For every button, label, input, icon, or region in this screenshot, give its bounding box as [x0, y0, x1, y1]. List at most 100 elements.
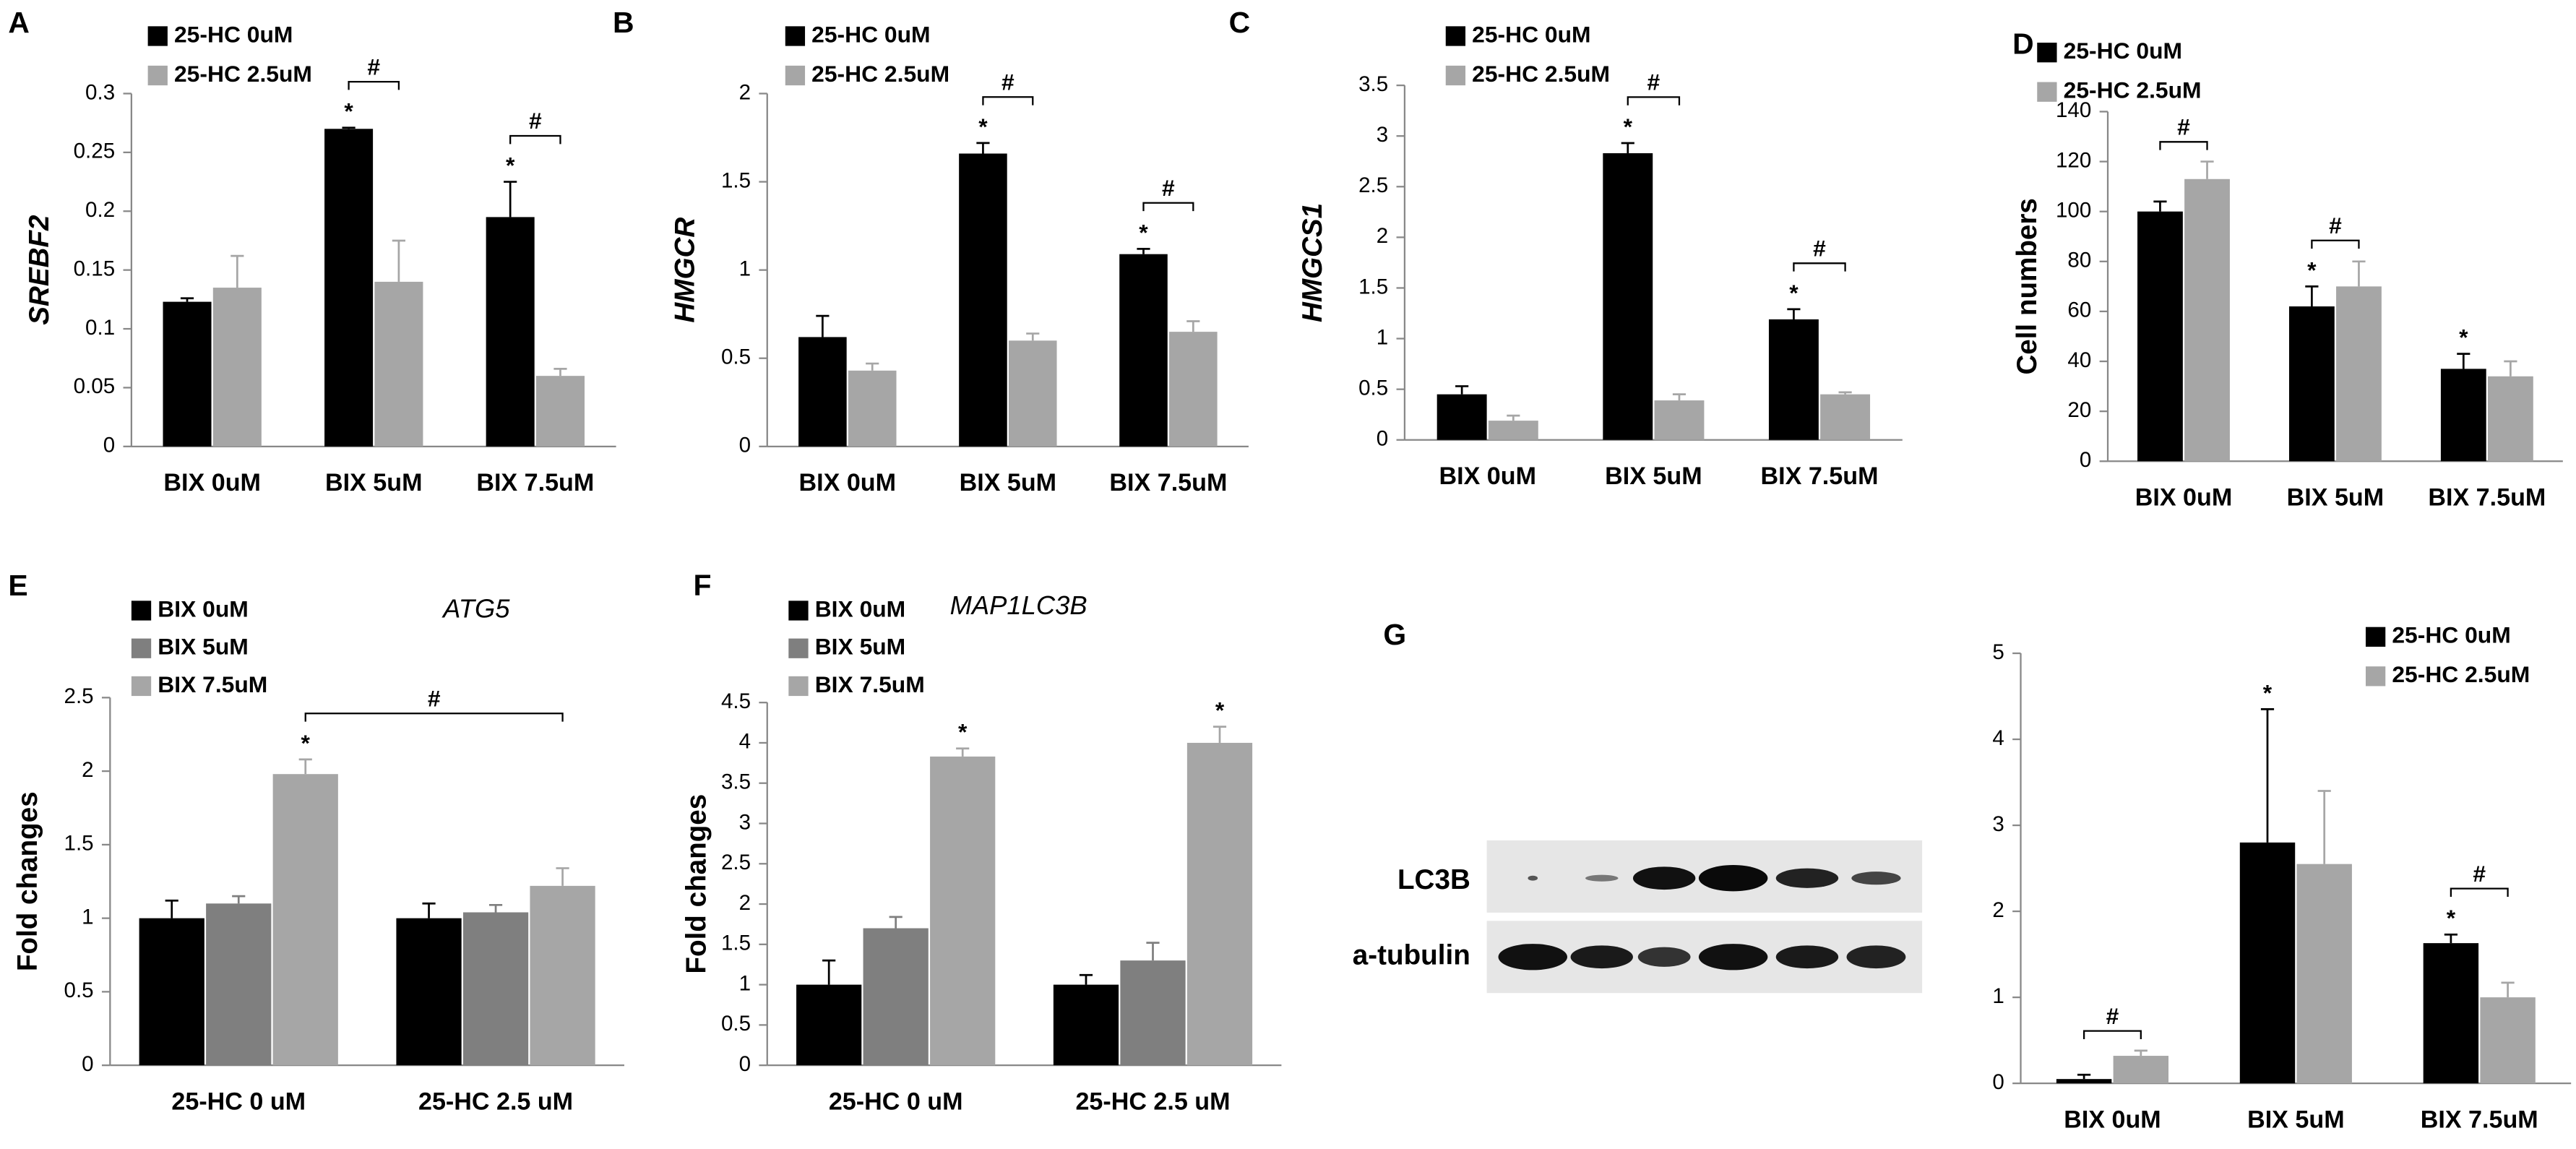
x-tick-label: BIX 5uM — [1605, 462, 1702, 490]
blot-band — [1775, 945, 1839, 969]
x-tick-label: BIX 7.5uM — [476, 469, 594, 496]
bar — [1053, 984, 1119, 1066]
x-tick-label: BIX 7.5uM — [2428, 484, 2546, 512]
legend-swatch — [785, 26, 806, 46]
y-tick-label: 1 — [82, 905, 93, 929]
legend-label: 25-HC 2.5uM — [811, 61, 949, 87]
y-tick-label: 2 — [1992, 898, 2004, 922]
bar — [930, 756, 996, 1066]
y-tick-label: 2 — [82, 758, 93, 782]
bar — [1488, 421, 1538, 440]
significance-bracket — [348, 80, 400, 90]
y-tick-label: 0.5 — [1358, 376, 1388, 400]
bar — [1654, 400, 1705, 440]
legend-label: BIX 7.5uM — [158, 671, 267, 697]
chart-title: MAP1LC3B — [950, 590, 1087, 620]
legend-swatch — [147, 26, 168, 46]
y-tick-label: 0.15 — [74, 257, 116, 280]
y-tick-label: 0.1 — [85, 316, 115, 340]
bar — [462, 912, 529, 1066]
legend-label: 25-HC 0uM — [174, 21, 293, 47]
bar — [798, 337, 847, 447]
x-tick-label: BIX 7.5uM — [1109, 469, 1227, 496]
significance-star: * — [2307, 257, 2317, 283]
significance-star: * — [2263, 679, 2273, 705]
significance-star: * — [301, 730, 311, 756]
legend-label: BIX 0uM — [815, 595, 905, 621]
y-tick-label: 2.5 — [721, 851, 751, 874]
legend-swatch — [2037, 43, 2057, 63]
blot-band — [1528, 875, 1538, 881]
y-tick-label: 0.3 — [85, 80, 115, 104]
blot-label: a-tubulin — [1353, 939, 1470, 971]
significance-label: # — [1647, 69, 1660, 95]
bar — [139, 918, 204, 1066]
bar — [2296, 864, 2352, 1084]
significance-bracket — [2159, 141, 2208, 150]
bar — [324, 129, 374, 447]
y-tick-label: 4 — [1992, 726, 2004, 750]
bar — [1119, 254, 1168, 447]
bar — [796, 984, 862, 1066]
legend-swatch — [147, 65, 168, 86]
panel-label: B — [613, 6, 634, 39]
significance-bracket — [1142, 202, 1194, 212]
y-tick-label: 2 — [1377, 224, 1388, 248]
significance-star: * — [1624, 113, 1633, 139]
blot-band — [1570, 945, 1633, 969]
blot-band — [1632, 866, 1696, 890]
legend-label: BIX 5uM — [815, 634, 905, 660]
x-tick-label: BIX 5uM — [2247, 1106, 2345, 1133]
significance-label: # — [2473, 861, 2486, 887]
y-axis-label: HMGCS1 — [1297, 203, 1328, 322]
significance-bracket — [509, 134, 561, 145]
legend-swatch — [788, 601, 809, 621]
y-tick-label: 3.5 — [721, 770, 751, 794]
blot-band — [1585, 874, 1619, 882]
legend-label: 25-HC 0uM — [811, 21, 930, 47]
legend-label: 25-HC 2.5uM — [2064, 77, 2202, 103]
x-tick-label: 25-HC 2.5 uM — [1075, 1088, 1230, 1115]
legend-label: 25-HC 2.5uM — [1472, 61, 1610, 87]
panel-label: C — [1229, 6, 1251, 39]
x-tick-label: 25-HC 0 uM — [829, 1088, 963, 1115]
legend-swatch — [788, 638, 809, 658]
western-blot — [1486, 840, 1923, 994]
x-tick-label: BIX 7.5uM — [1761, 462, 1879, 490]
x-tick-label: BIX 0uM — [2064, 1106, 2161, 1133]
significance-star: * — [1789, 280, 1799, 306]
bar — [1169, 332, 1218, 447]
legend-label: 25-HC 0uM — [2392, 622, 2510, 648]
x-tick-label: BIX 0uM — [2135, 484, 2233, 512]
legend-label: 25-HC 2.5uM — [174, 61, 312, 87]
y-tick-label: 140 — [2056, 98, 2091, 122]
bar — [212, 288, 262, 447]
blot-band — [1775, 868, 1839, 888]
y-tick-label: 40 — [2067, 348, 2091, 372]
bar — [848, 370, 897, 447]
y-tick-label: 3.5 — [1358, 72, 1388, 96]
legend-swatch — [1445, 65, 1466, 86]
y-tick-label: 2.5 — [64, 684, 94, 708]
panel-label: G — [1383, 618, 1406, 651]
y-tick-label: 20 — [2067, 398, 2091, 422]
y-tick-label: 1.5 — [721, 931, 751, 955]
y-tick-label: 1 — [1992, 984, 2004, 1008]
significance-bracket — [304, 713, 564, 722]
y-tick-label: 0.5 — [721, 345, 751, 369]
legend-label: 25-HC 2.5uM — [2392, 661, 2530, 687]
y-axis-label: HMGCR — [670, 218, 701, 323]
bar — [530, 885, 595, 1066]
x-tick-label: BIX 5uM — [325, 469, 423, 496]
significance-label: # — [428, 685, 441, 711]
y-tick-label: 3 — [739, 810, 751, 834]
bar — [486, 217, 535, 447]
chart-title: ATG5 — [441, 594, 510, 624]
legend-swatch — [788, 676, 809, 697]
legend-swatch — [785, 65, 806, 86]
significance-label: # — [367, 53, 380, 79]
bar — [163, 301, 212, 447]
bar — [2487, 376, 2533, 462]
bar — [1768, 319, 1819, 440]
y-tick-label: 0 — [2080, 448, 2091, 472]
